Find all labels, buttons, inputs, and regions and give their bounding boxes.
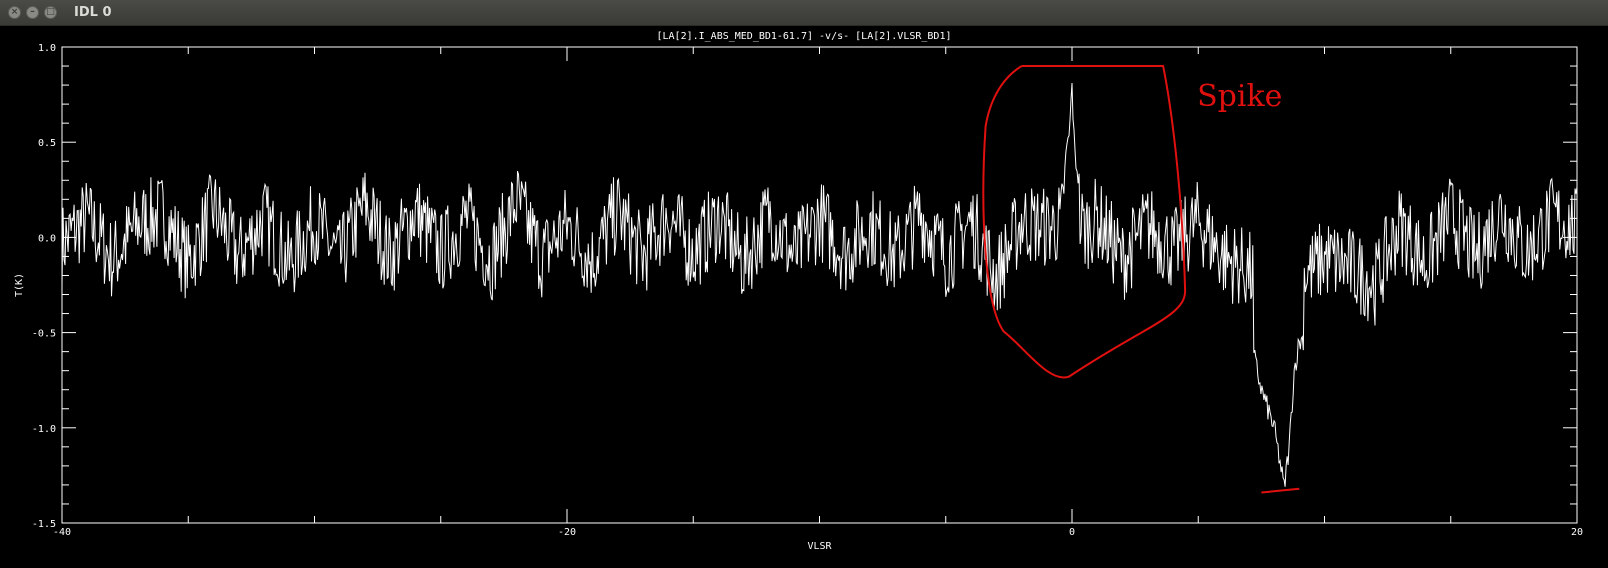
y-tick-label: 0.0 [38,233,56,244]
minimize-button[interactable]: – [26,6,39,19]
y-tick-label: -1.0 [32,424,56,435]
spike-annotation-label: Spike [1197,79,1282,114]
maximize-button[interactable]: □ [44,6,57,19]
chart-title: [LA[2].I_ABS_MED_BD1-61.7] -v/s- [LA[2].… [656,31,951,42]
x-axis-label: VLSR [807,541,832,552]
spike-annotation-loop [982,65,1187,379]
window-titlebar[interactable]: × – □ IDL 0 [0,0,1608,26]
y-tick-label: 0.5 [38,138,56,149]
x-tick-label: -20 [558,527,576,538]
close-button[interactable]: × [8,6,21,19]
x-tick-label: 0 [1069,527,1075,538]
y-tick-label: 1.0 [38,43,56,54]
plot-background [0,26,1608,568]
window-title: IDL 0 [74,5,112,20]
plot-area: [LA[2].I_ABS_MED_BD1-61.7] -v/s- [LA[2].… [0,26,1608,568]
dip-annotation-underline [1261,487,1300,494]
tick-labels: -40 -20 0 20 -1.5 -1.0 -0.5 0.0 0.5 1.0 [32,43,1583,538]
y-axis-label: T(K) [14,273,25,297]
x-tick-label: -40 [53,527,71,538]
x-tick-label: 20 [1571,527,1583,538]
series-line [61,82,1578,487]
y-tick-label: -0.5 [32,329,56,340]
y-tick-label: -1.5 [32,519,56,530]
axis-ticks [61,46,1578,524]
